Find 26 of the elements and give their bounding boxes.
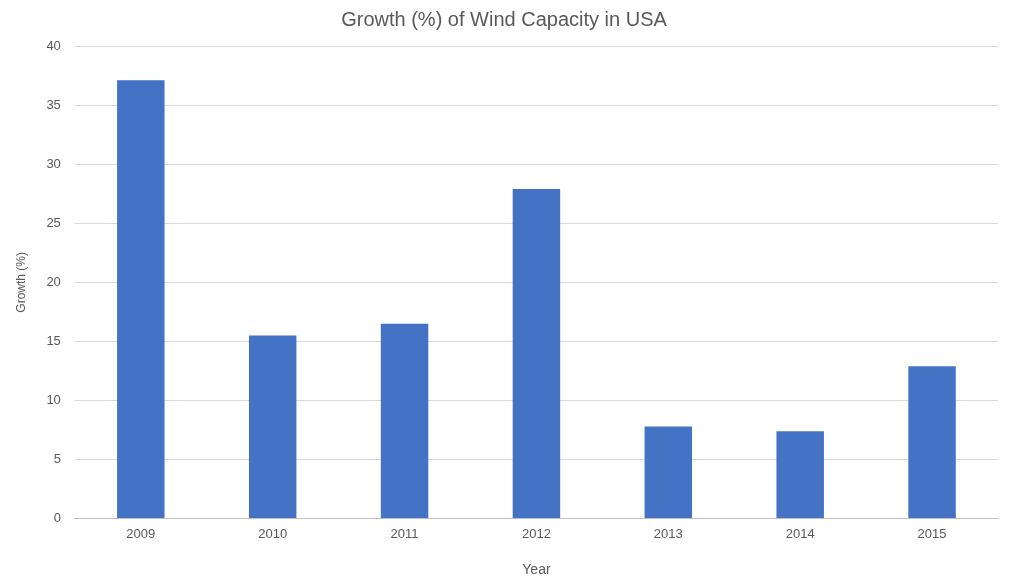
x-tick-label: 2015 [917,525,947,541]
x-tick-label: 2011 [390,525,419,541]
y-axis-title: Growth (%) [13,251,28,313]
bar [908,366,956,519]
bar [117,80,165,519]
x-axis-title: Year [522,561,551,578]
y-tick-label: 5 [53,451,61,467]
bar [380,323,429,519]
bar [776,431,824,519]
x-tick-label: 2009 [126,525,156,541]
bar [248,335,297,519]
y-tick-label: 30 [46,155,61,171]
bar [644,426,693,519]
chart-title: Growth (%) of Wind Capacity in USA [341,7,668,30]
bar [512,188,561,519]
y-tick-label: 40 [46,37,61,53]
x-tick-label: 2013 [653,525,683,541]
y-tick-label: 25 [46,214,61,230]
y-tick-label: 10 [46,392,61,408]
x-tick-label: 2010 [258,525,288,541]
x-tick-label: 2014 [785,525,815,541]
y-tick-label: 0 [53,510,61,526]
y-tick-label: 35 [46,96,61,112]
y-tick-label: 15 [46,332,61,348]
x-tick-label: 2012 [521,525,551,541]
y-tick-label: 20 [46,273,61,289]
